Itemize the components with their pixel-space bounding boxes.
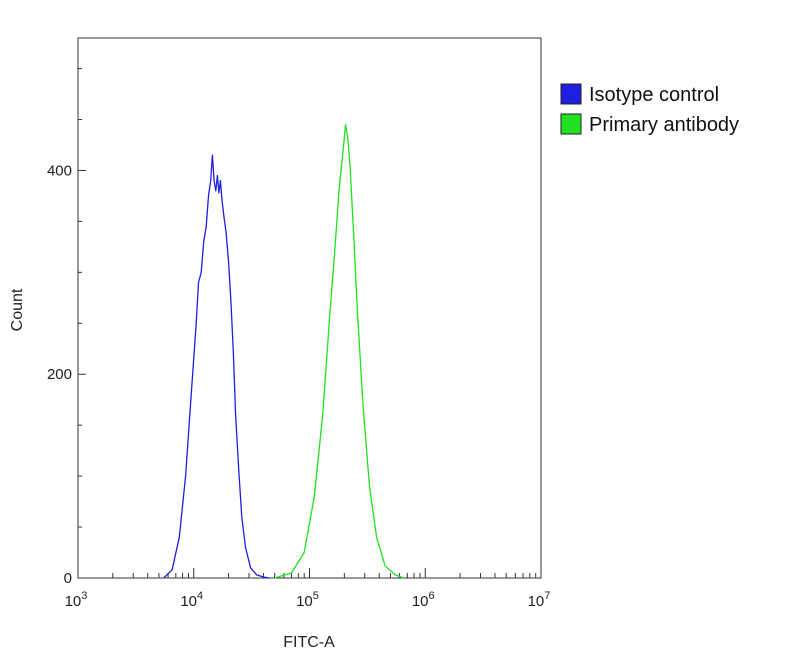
legend-swatch xyxy=(560,113,582,135)
x-tick-exponent: 5 xyxy=(313,590,319,602)
x-axis-label: FITC-A xyxy=(283,634,335,651)
x-tick-label: 103 xyxy=(65,590,88,610)
x-tick-base: 10 xyxy=(65,593,82,610)
x-tick-label: 105 xyxy=(296,590,319,610)
x-tick-label: 107 xyxy=(528,590,551,610)
x-tick-base: 10 xyxy=(180,593,197,610)
legend-swatch xyxy=(560,83,582,105)
x-tick-exponent: 3 xyxy=(81,590,87,602)
x-tick-base: 10 xyxy=(296,593,313,610)
x-tick-base: 10 xyxy=(528,593,545,610)
series-line-0 xyxy=(163,154,270,579)
x-tick-label: 104 xyxy=(180,590,203,610)
x-tick-base: 10 xyxy=(412,593,429,610)
x-tick-exponent: 4 xyxy=(197,590,203,602)
y-tick-label: 200 xyxy=(47,366,72,383)
y-axis-tick-labels: 0 200 400 xyxy=(47,162,72,587)
y-axis-ticks xyxy=(78,68,86,579)
series-line-1 xyxy=(274,123,404,579)
x-axis-minor-ticks xyxy=(112,573,537,578)
y-tick-label: 400 xyxy=(47,162,72,179)
x-tick-label: 106 xyxy=(412,590,435,610)
legend: Isotype control Primary antibody xyxy=(560,83,739,136)
x-tick-exponent: 6 xyxy=(429,590,435,602)
x-tick-exponent: 7 xyxy=(544,590,550,602)
y-axis-label: Count xyxy=(9,288,26,331)
x-axis-major-ticks xyxy=(77,568,542,578)
legend-label: Isotype control xyxy=(589,84,719,106)
y-tick-label: 0 xyxy=(64,570,72,587)
series-lines xyxy=(163,123,404,579)
plot-area-frame xyxy=(77,37,542,579)
x-axis-tick-labels: 103 104 105 106 107 xyxy=(65,590,551,610)
legend-label: Primary antibody xyxy=(589,114,739,136)
